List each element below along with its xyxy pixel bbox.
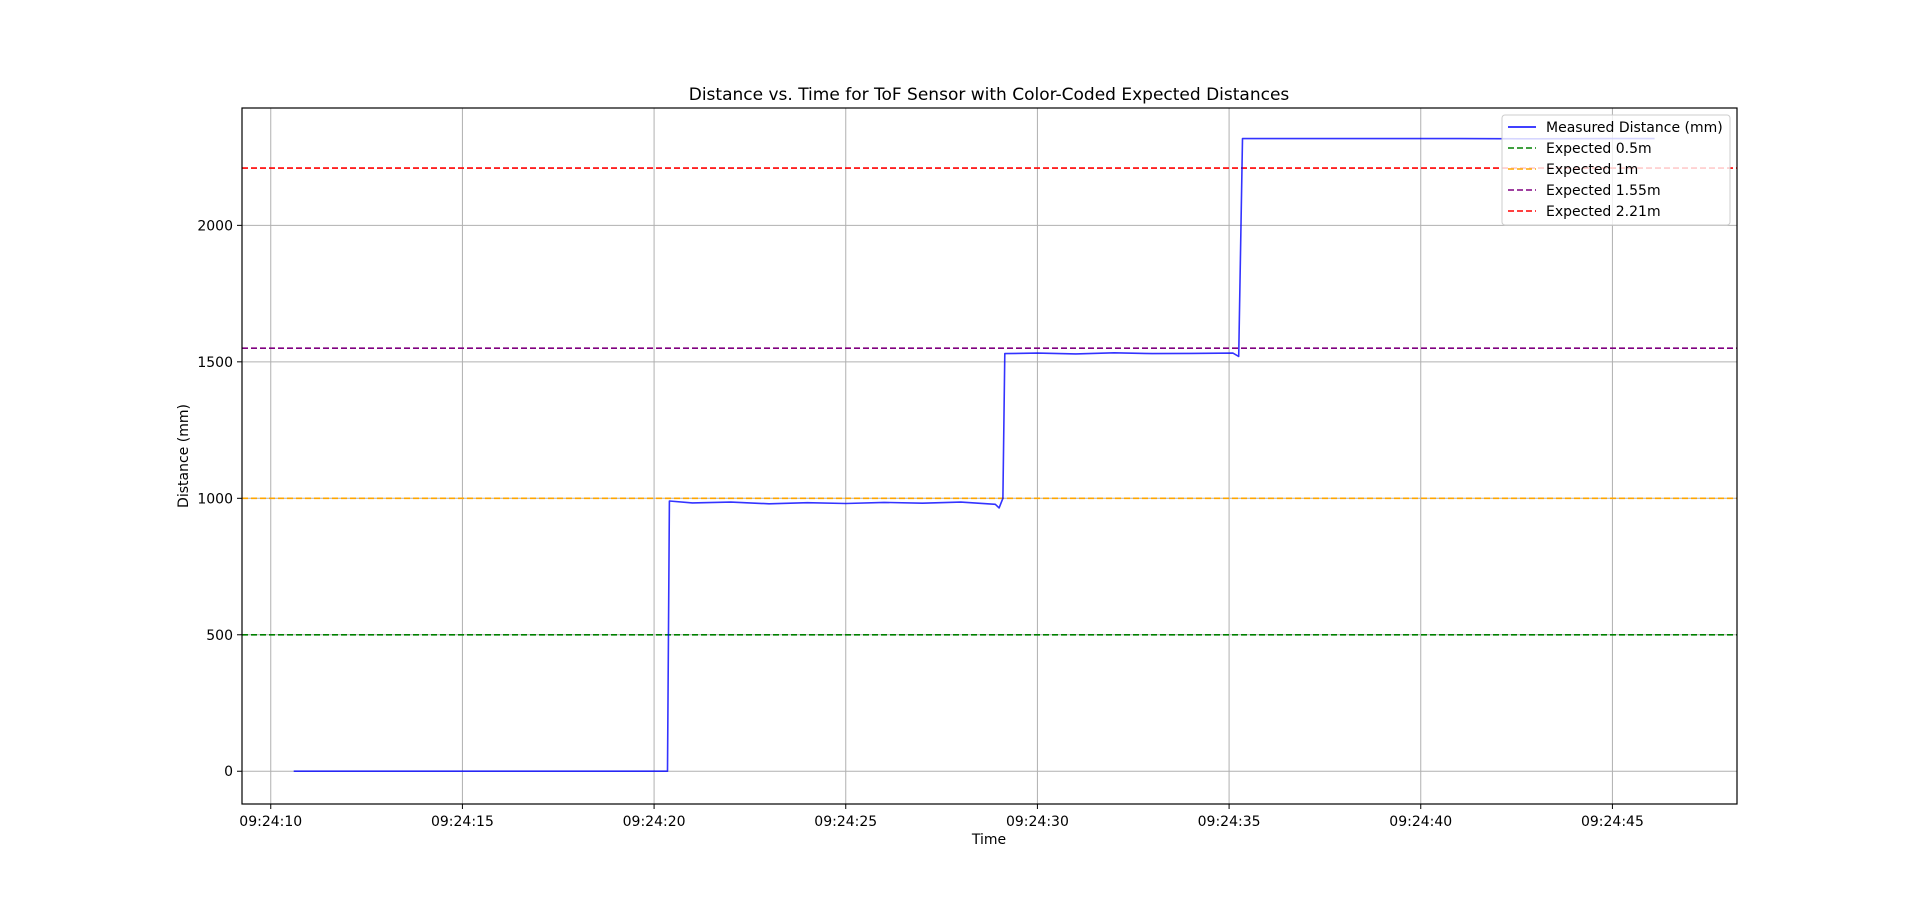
x-tick-label: 09:24:35 xyxy=(1198,814,1261,830)
x-tick-label: 09:24:15 xyxy=(431,814,494,830)
legend-label: Expected 1.55m xyxy=(1546,183,1661,199)
y-tick-label: 0 xyxy=(224,764,233,780)
x-tick-label: 09:24:20 xyxy=(623,814,686,830)
y-tick-label: 1000 xyxy=(197,491,233,507)
x-tick-label: 09:24:30 xyxy=(1006,814,1069,830)
legend-label: Expected 0.5m xyxy=(1546,141,1652,157)
x-axis-ticks: 09:24:10 09:24:15 09:24:20 09:24:25 09:24:30… xyxy=(239,804,1644,830)
plot-frame xyxy=(241,107,1738,805)
legend-label: Expected 2.21m xyxy=(1546,204,1661,220)
y-tick-label: 2000 xyxy=(197,218,233,234)
x-tick-label: 09:24:45 xyxy=(1581,814,1644,830)
y-tick-label: 500 xyxy=(206,628,233,644)
measured-series xyxy=(293,137,1655,772)
x-axis-label: Time xyxy=(971,832,1006,848)
chart-title: Distance vs. Time for ToF Sensor with Co… xyxy=(689,85,1290,105)
x-tick-label: 09:24:10 xyxy=(239,814,302,830)
y-axis-ticks: 0 500 1000 1500 2000 xyxy=(197,218,242,780)
x-tick-label: 09:24:40 xyxy=(1389,814,1452,830)
expected-lines xyxy=(242,167,1737,636)
measured-line xyxy=(293,137,1655,772)
x-tick-label: 09:24:25 xyxy=(814,814,877,830)
legend: Measured Distance (mm) Expected 0.5m Expec… xyxy=(1501,114,1731,226)
legend-box xyxy=(1501,114,1731,226)
y-tick-label: 1500 xyxy=(197,355,233,371)
y-axis-label: Distance (mm) xyxy=(176,404,192,508)
legend-label: Expected 1m xyxy=(1546,162,1638,178)
legend-label: Measured Distance (mm) xyxy=(1546,120,1723,136)
